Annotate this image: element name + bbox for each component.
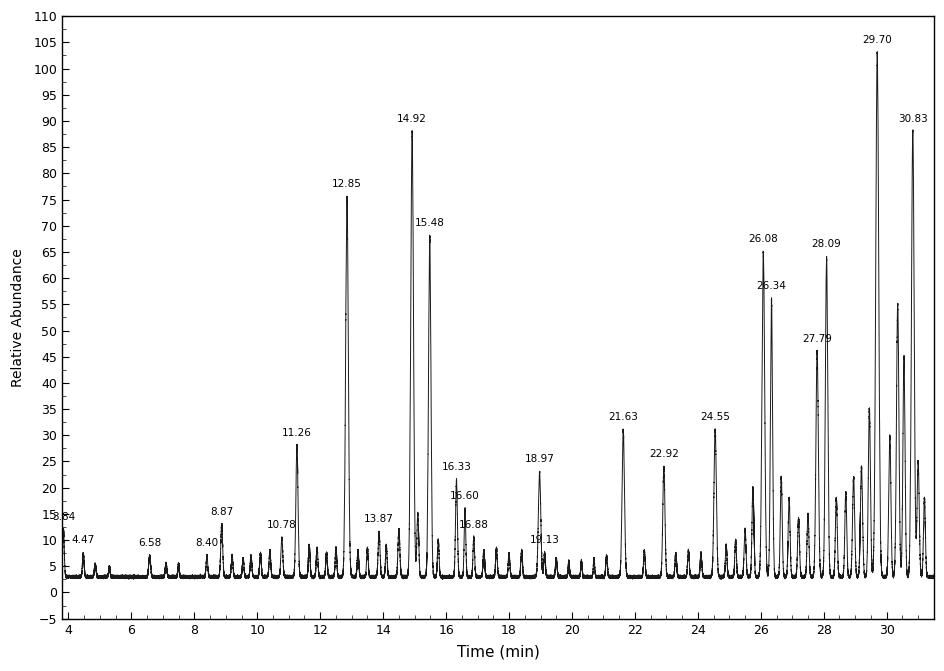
Text: 30.83: 30.83 bbox=[897, 113, 927, 123]
X-axis label: Time (min): Time (min) bbox=[456, 645, 539, 660]
Text: 3.84: 3.84 bbox=[52, 512, 75, 522]
Text: 16.88: 16.88 bbox=[459, 519, 488, 529]
Text: 8.40: 8.40 bbox=[195, 538, 218, 548]
Text: 8.87: 8.87 bbox=[210, 507, 233, 517]
Text: 28.09: 28.09 bbox=[811, 240, 840, 250]
Text: 26.08: 26.08 bbox=[748, 234, 777, 244]
Text: 14.92: 14.92 bbox=[396, 113, 427, 123]
Text: 22.92: 22.92 bbox=[649, 449, 678, 459]
Text: 13.87: 13.87 bbox=[363, 515, 394, 524]
Text: 18.97: 18.97 bbox=[524, 454, 554, 464]
Text: 16.60: 16.60 bbox=[449, 491, 480, 501]
Text: 19.13: 19.13 bbox=[529, 535, 559, 546]
Text: 26.34: 26.34 bbox=[756, 281, 785, 291]
Text: 12.85: 12.85 bbox=[331, 179, 362, 189]
Text: 10.78: 10.78 bbox=[267, 519, 296, 529]
Text: 24.55: 24.55 bbox=[700, 412, 730, 422]
Text: 15.48: 15.48 bbox=[414, 218, 445, 228]
Text: 4.47: 4.47 bbox=[72, 535, 94, 546]
Text: 16.33: 16.33 bbox=[441, 462, 471, 472]
Text: 21.63: 21.63 bbox=[608, 412, 637, 422]
Text: 29.70: 29.70 bbox=[862, 35, 891, 45]
Text: 11.26: 11.26 bbox=[281, 428, 312, 438]
Text: 6.58: 6.58 bbox=[138, 538, 161, 548]
Y-axis label: Relative Abundance: Relative Abundance bbox=[11, 248, 25, 386]
Text: 27.79: 27.79 bbox=[801, 333, 832, 344]
